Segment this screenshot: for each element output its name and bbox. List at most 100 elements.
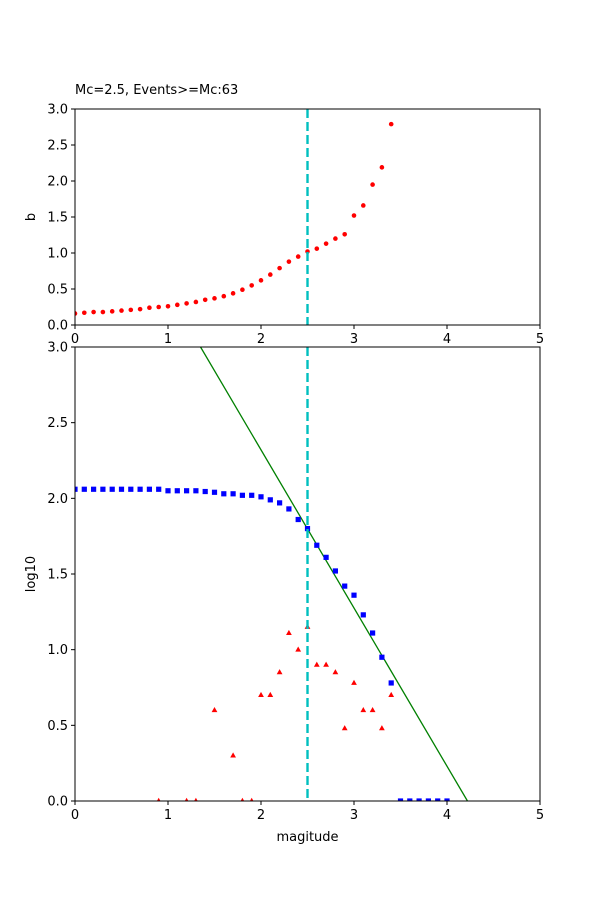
fit-line <box>199 347 469 801</box>
data-point <box>211 707 218 713</box>
data-point <box>230 291 236 296</box>
series-circle <box>75 121 394 316</box>
x-tick-label: 4 <box>443 808 451 823</box>
data-point <box>128 307 134 313</box>
data-point <box>165 303 171 309</box>
data-point <box>211 489 218 495</box>
data-point <box>407 798 413 801</box>
data-point <box>221 293 227 299</box>
data-point <box>361 203 366 208</box>
frequency-magnitude-panel: 0 1 2 3 4 5 0.0 0.5 1.0 1.5 2.0 2.5 3.0 log10 magitude <box>24 341 544 846</box>
x-tick-label: 0 <box>71 332 79 347</box>
data-point <box>341 725 348 731</box>
data-point <box>323 661 329 667</box>
data-point <box>193 299 199 305</box>
data-point <box>258 691 264 697</box>
y-tick-label: 1.5 <box>47 568 68 583</box>
data-point <box>360 612 366 618</box>
data-point <box>147 305 152 311</box>
data-point <box>286 259 292 264</box>
data-point <box>82 310 87 316</box>
data-point <box>109 486 115 492</box>
data-point <box>81 486 87 492</box>
data-point <box>379 165 385 170</box>
y-tick-label: 2.0 <box>47 492 68 507</box>
y-tick-label: 2.5 <box>47 416 68 431</box>
data-point <box>351 592 357 598</box>
x-tick-label: 2 <box>257 808 265 823</box>
data-point <box>286 506 292 512</box>
data-point <box>109 309 115 314</box>
y-tick-label: 2.5 <box>47 139 68 154</box>
data-point <box>286 629 292 635</box>
y-tick-label: 2.0 <box>47 175 68 190</box>
x-tick-label: 3 <box>350 808 358 823</box>
data-point <box>249 492 255 498</box>
y-axis-label: b <box>24 213 39 221</box>
data-point <box>184 488 190 494</box>
x-tick-label: 0 <box>71 808 79 823</box>
y-tick-label: 0.5 <box>47 719 68 734</box>
data-point <box>360 707 367 713</box>
x-tick-label: 3 <box>350 332 358 347</box>
chart-title: Mc=2.5, Events>=Mc:63 <box>75 83 238 98</box>
data-point <box>323 241 329 246</box>
data-point <box>100 309 106 315</box>
data-point <box>342 583 348 589</box>
x-tick-label: 5 <box>536 332 544 347</box>
data-point <box>230 752 236 758</box>
data-point <box>277 265 282 271</box>
data-point <box>202 488 208 495</box>
data-point <box>370 630 376 636</box>
data-point <box>249 283 254 288</box>
y-axis-label: log10 <box>24 556 39 592</box>
data-point <box>100 486 106 492</box>
x-tick-label: 4 <box>443 332 451 347</box>
data-point <box>258 278 264 283</box>
data-point <box>435 798 441 801</box>
data-point <box>444 798 450 801</box>
data-point <box>212 296 217 301</box>
data-point <box>425 798 431 801</box>
y-tick-label: 0.0 <box>47 319 68 334</box>
data-point <box>184 301 189 306</box>
data-point <box>91 486 97 492</box>
data-point <box>416 798 422 801</box>
data-point <box>137 306 143 312</box>
data-point <box>379 654 385 660</box>
data-point <box>75 486 78 492</box>
data-point <box>146 486 152 492</box>
data-point <box>267 497 273 503</box>
data-point <box>118 486 125 492</box>
data-point <box>295 254 301 259</box>
y-tick-label: 1.0 <box>47 247 68 262</box>
data-point <box>258 494 264 500</box>
data-point <box>194 797 198 801</box>
data-point <box>75 311 78 316</box>
x-tick-label: 2 <box>257 332 265 347</box>
data-point <box>119 308 124 313</box>
data-point <box>249 797 254 801</box>
data-point <box>388 680 394 686</box>
data-point <box>295 646 302 652</box>
data-point <box>165 488 171 494</box>
data-point <box>240 797 245 801</box>
data-point <box>314 246 320 251</box>
data-point <box>156 797 161 801</box>
data-point <box>156 304 161 310</box>
data-point <box>388 691 395 697</box>
data-point <box>370 182 375 187</box>
data-point <box>313 661 320 667</box>
data-point <box>230 491 236 497</box>
data-point <box>342 231 348 237</box>
data-point <box>193 488 199 494</box>
data-point <box>137 486 143 492</box>
data-point <box>221 491 227 497</box>
y-tick-label: 3.0 <box>47 103 68 118</box>
data-point <box>314 542 320 548</box>
data-point <box>388 121 394 127</box>
data-point <box>268 272 273 277</box>
y-tick-label: 0.5 <box>47 283 68 298</box>
data-point <box>332 669 339 675</box>
